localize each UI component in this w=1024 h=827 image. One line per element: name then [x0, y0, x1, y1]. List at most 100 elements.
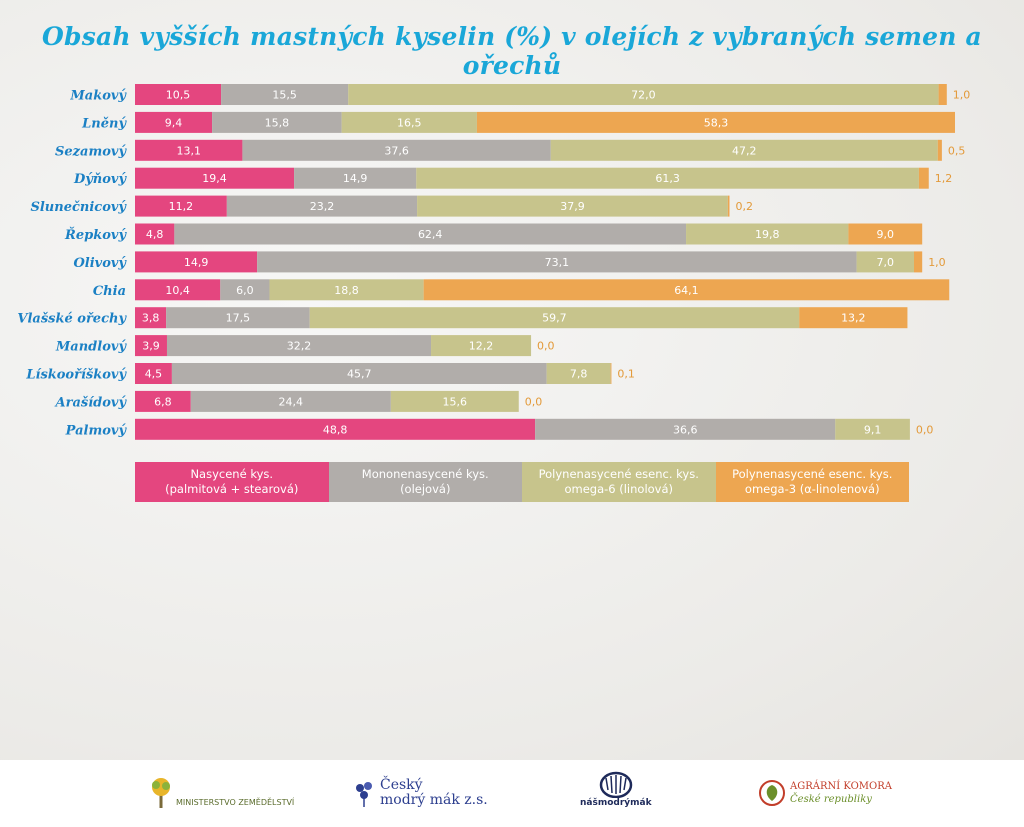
- poppy-head-icon: [599, 771, 633, 798]
- bar-segment-saturated: [135, 139, 243, 161]
- value-label: 18,8: [334, 284, 359, 297]
- value-label: 1,2: [935, 172, 953, 185]
- legend-line2: omega-3 (α-linolenová): [744, 482, 880, 496]
- bar-segment-saturated: [135, 307, 167, 329]
- value-label: 11,2: [169, 200, 194, 213]
- legend-line1: Mononenasycené kys.: [361, 467, 489, 481]
- bar-segment-mono: [242, 139, 551, 161]
- category-label: Slunečnicový: [30, 200, 127, 215]
- value-label: 19,8: [755, 228, 780, 241]
- value-label: 9,4: [165, 116, 183, 129]
- bar-segment-saturated: [135, 390, 191, 412]
- legend-item-omega3: Polynenasycené esenc. kys. omega-3 (α-lin…: [715, 462, 909, 502]
- value-label: 9,1: [864, 423, 882, 436]
- legend-line1: Polynenasycené esenc. kys.: [732, 467, 893, 481]
- mze-text: MINISTERSTVO ZEMĚDĚLSTVÍ: [176, 797, 295, 807]
- cesky-modry-mak-logo: Český modrý mák z.s.: [352, 768, 488, 818]
- value-label: 14,9: [343, 172, 368, 185]
- cmm-line2: modrý mák z.s.: [380, 792, 488, 808]
- bar-segment-omega3: [423, 279, 950, 301]
- value-label: 15,5: [272, 89, 297, 102]
- legend-line2: omega-6 (linolová): [564, 482, 674, 496]
- category-label: Chia: [93, 284, 126, 299]
- value-label: 6,8: [154, 395, 172, 408]
- value-label: 37,9: [560, 200, 585, 213]
- value-label: 15,8: [265, 116, 290, 129]
- value-label: 4,5: [145, 368, 163, 381]
- category-label: Sezamový: [55, 144, 127, 159]
- value-label: 10,5: [166, 89, 191, 102]
- ak-line1: AGRÁRNÍ KOMORA: [790, 781, 892, 792]
- bar-segment-omega6: [686, 223, 849, 245]
- value-label: 14,9: [184, 256, 209, 269]
- value-label: 23,2: [310, 200, 335, 213]
- bar-segment-saturated: [135, 84, 222, 105]
- value-label: 19,4: [202, 172, 227, 185]
- value-label: 47,2: [732, 144, 757, 157]
- value-label: 1,0: [953, 89, 971, 102]
- poppy-icon: [356, 782, 372, 807]
- value-label: 58,3: [704, 116, 729, 129]
- value-label: 32,2: [287, 340, 312, 353]
- value-label: 7,0: [877, 256, 895, 269]
- bar-segment-omega3: [610, 363, 612, 384]
- bar-segment-saturated: [135, 279, 221, 301]
- value-label: 36,6: [673, 423, 698, 436]
- bar-segment-saturated: [135, 223, 175, 245]
- bar-segment-omega3: [848, 223, 923, 245]
- value-label: 61,3: [655, 172, 680, 185]
- bar-segment-mono: [174, 223, 687, 245]
- bar-segment-mono: [166, 307, 310, 329]
- bar-segment-omega3: [799, 307, 908, 329]
- category-label: Mandlový: [55, 340, 128, 355]
- category-label: Dýňový: [73, 172, 128, 187]
- bar-segment-omega6: [269, 279, 424, 301]
- bar-segment-mono: [166, 335, 432, 357]
- value-label: 37,6: [384, 144, 409, 157]
- bar-segment-omega3: [727, 195, 730, 217]
- value-label: 6,0: [236, 284, 254, 297]
- legend-line1: Nasycené kys.: [190, 467, 274, 481]
- value-label: 17,5: [226, 312, 251, 325]
- value-label: 0,0: [537, 340, 555, 353]
- bar-segment-omega3: [918, 167, 929, 189]
- category-label: Lískooříškový: [25, 368, 127, 383]
- bar-segment-omega6: [835, 418, 910, 440]
- bar-segment-omega6: [309, 307, 800, 329]
- bar-segment-omega3: [937, 139, 942, 161]
- category-label: Palmový: [65, 423, 128, 438]
- legend-item-saturated: Nasycené kys. (palmitová + stearová): [135, 462, 329, 502]
- value-label: 62,4: [418, 228, 443, 241]
- bar-segment-omega6: [856, 251, 914, 273]
- bar-segment-mono: [171, 363, 547, 384]
- bar-segment-saturated: [135, 418, 536, 440]
- legend-line2: (palmitová + stearová): [165, 482, 299, 496]
- category-label: Vlašské ořechy: [17, 312, 127, 327]
- bar-segment-omega6: [546, 363, 611, 384]
- value-label: 0,1: [617, 368, 635, 381]
- bar-segment-omega6: [341, 111, 477, 133]
- legend: Nasycené kys. (palmitová + stearová) Mono…: [135, 462, 909, 502]
- value-label: 4,8: [146, 228, 164, 241]
- nas-modry-mak-logo: nášmodrýmák: [580, 768, 652, 818]
- leaf-icon: [759, 780, 785, 806]
- bar-segment-omega3: [476, 111, 955, 133]
- bar-segment-mono: [220, 279, 270, 301]
- value-label: 7,8: [570, 368, 588, 381]
- category-label: Arašídový: [54, 395, 128, 410]
- bar-segment-saturated: [135, 111, 213, 133]
- value-label: 45,7: [347, 368, 372, 381]
- agrarni-komora-logo: AGRÁRNÍ KOMORA České republiky: [758, 768, 892, 818]
- bar-segment-mono: [190, 390, 391, 412]
- value-label: 3,9: [142, 340, 160, 353]
- value-label: 0,0: [916, 423, 934, 436]
- bar-segment-omega6: [417, 195, 728, 217]
- bar-segment-omega3: [914, 251, 923, 273]
- legend-item-omega6: Polynenasycené esenc. kys. omega-6 (linol…: [522, 462, 716, 502]
- bar-segment-omega6: [416, 167, 919, 189]
- value-label: 9,0: [877, 228, 895, 241]
- value-label: 72,0: [631, 89, 656, 102]
- value-label: 0,2: [736, 200, 754, 213]
- ak-line2: České republiky: [790, 794, 872, 805]
- bar-segment-saturated: [135, 195, 227, 217]
